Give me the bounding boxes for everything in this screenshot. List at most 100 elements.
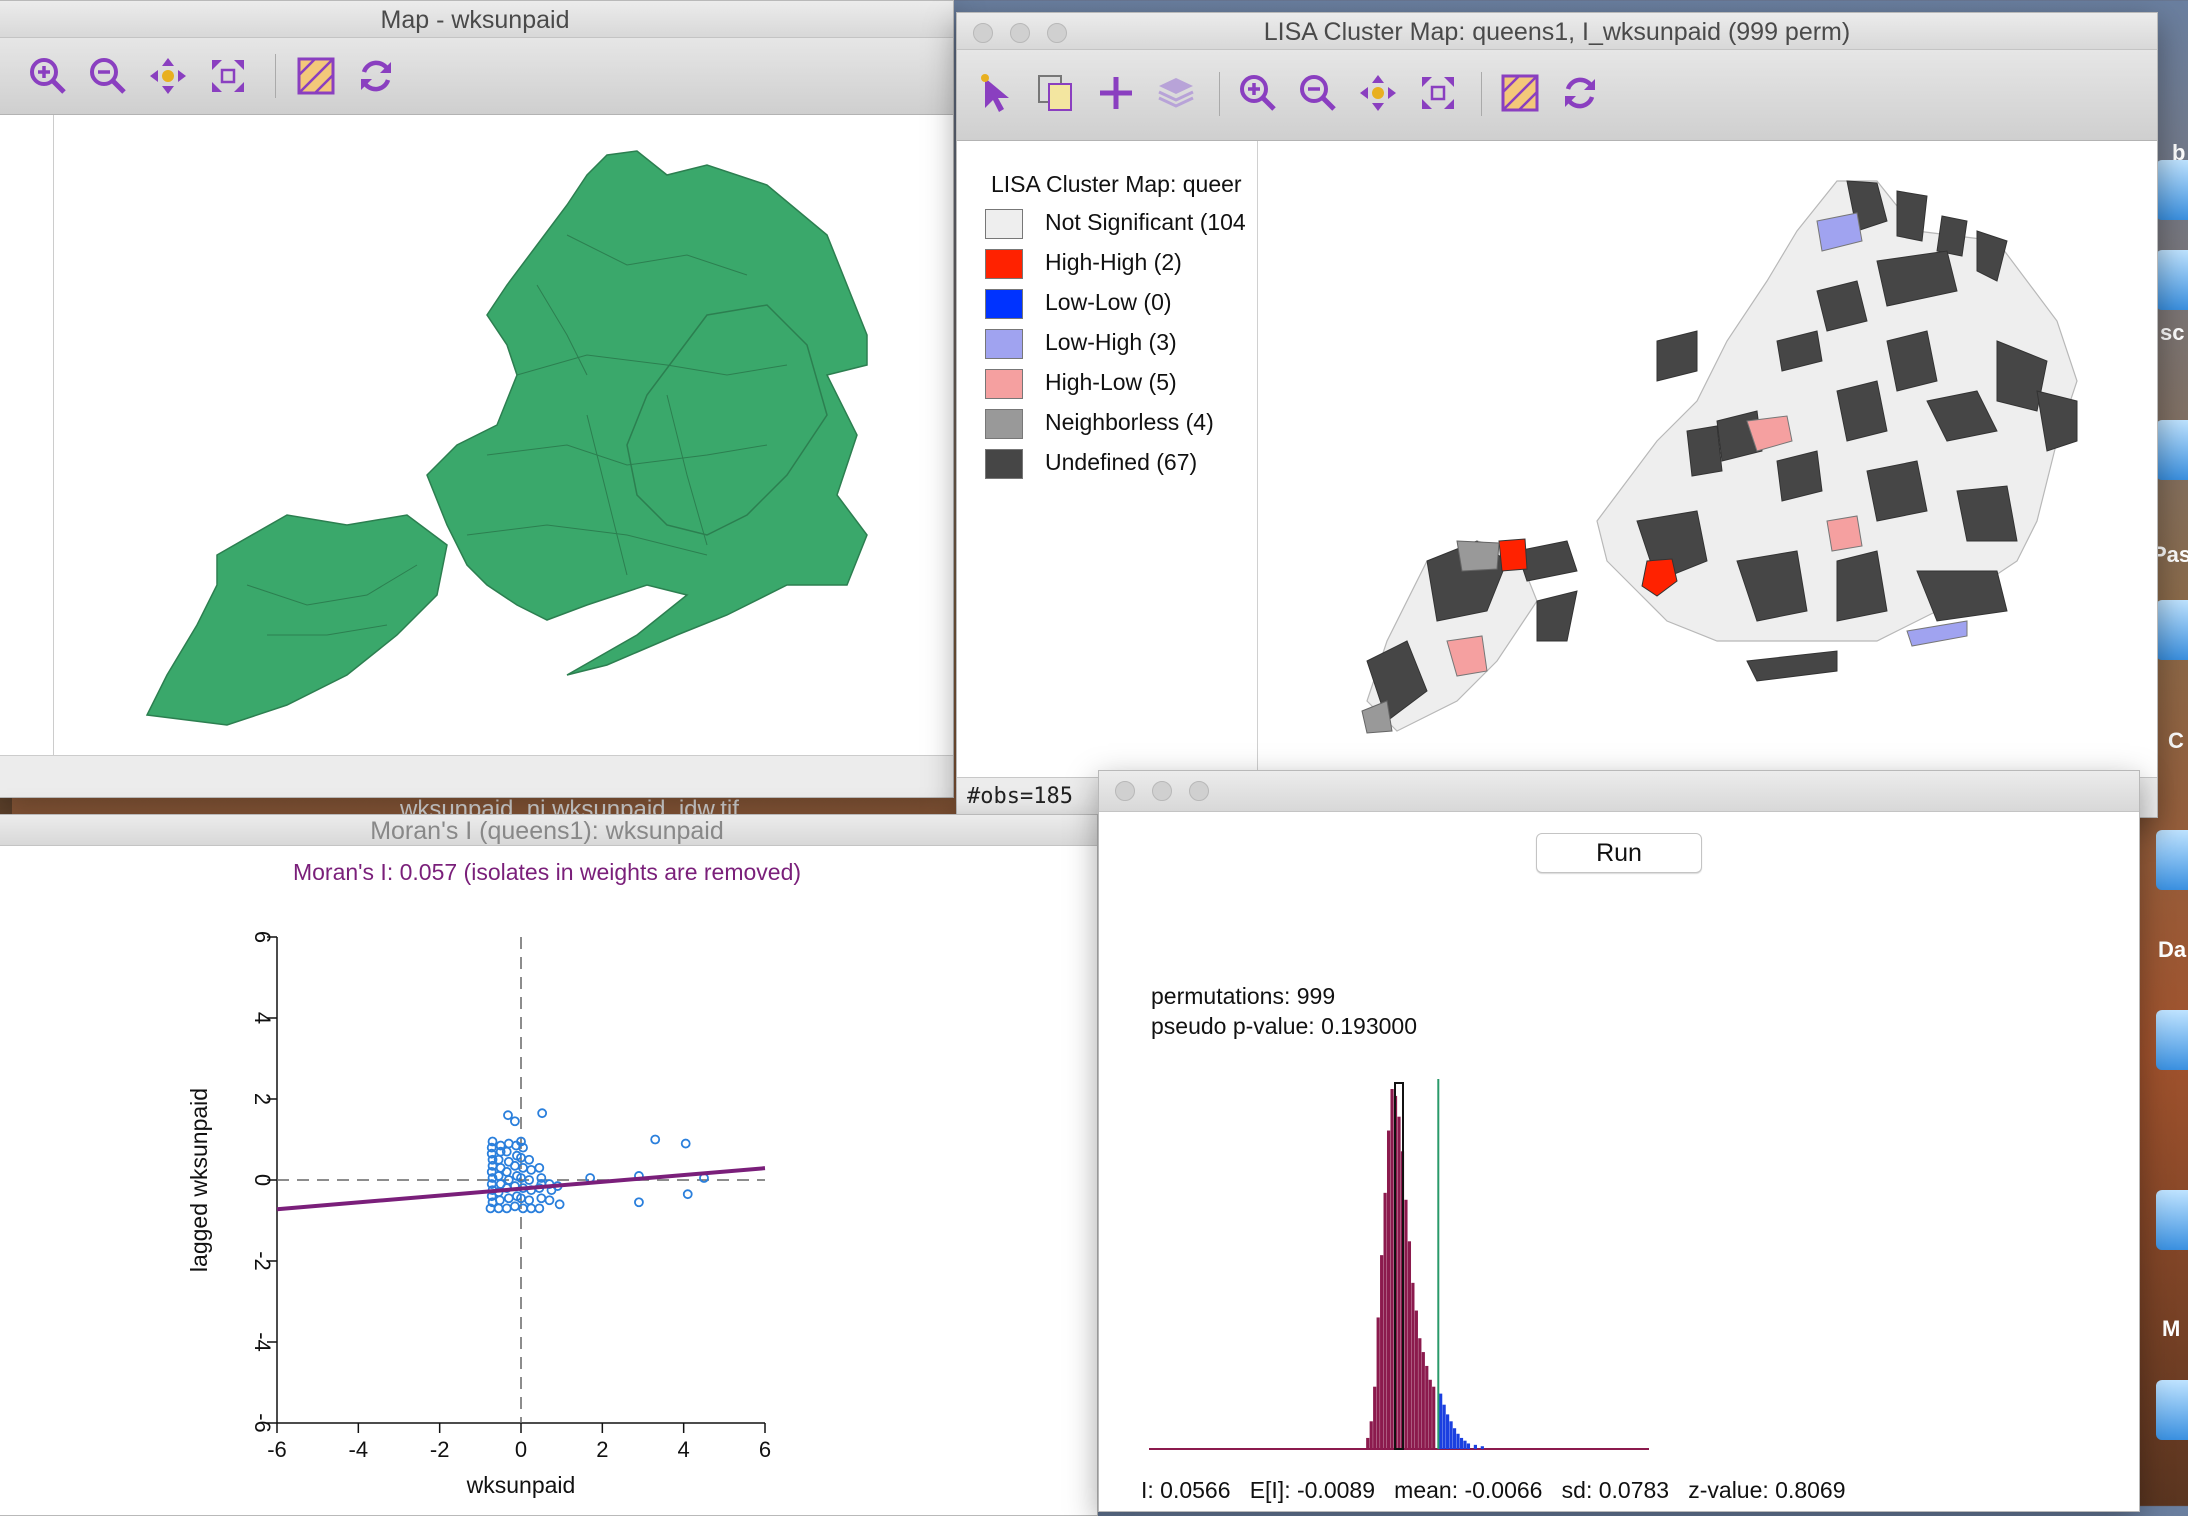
lisa-region-undefined (1366, 640, 1428, 722)
desktop-dock: b sc Pas C Da M (2138, 0, 2188, 1506)
y-tick-label: 2 (250, 1093, 275, 1105)
scatter-point (524, 1195, 535, 1206)
toolbar-separator (275, 54, 276, 98)
scatter-point (510, 1201, 520, 1212)
permutation-stats: I: 0.0566 E[I]: -0.0089 mean: -0.0066 sd… (1141, 1477, 1846, 1503)
map-window[interactable]: Map - wksunpaid (0, 0, 954, 798)
zoom-button[interactable] (1189, 781, 1209, 801)
pointer-icon[interactable] (975, 72, 1017, 114)
dock-folder-icon[interactable] (2156, 250, 2188, 310)
histogram-bar (1425, 1365, 1429, 1449)
lisa-region-undefined (1536, 590, 1578, 642)
layers-icon[interactable] (1155, 72, 1197, 114)
plus-icon[interactable] (1095, 72, 1137, 114)
lisa-region-high-high (1641, 558, 1678, 597)
perm-window-titlebar[interactable] (1099, 771, 2139, 812)
pan-icon[interactable] (147, 55, 189, 97)
map-canvas[interactable] (67, 115, 953, 755)
legend-swatch (985, 449, 1023, 479)
scatter-point (544, 1195, 555, 1206)
legend-swatch (985, 209, 1023, 239)
dock-label: Pas (2152, 542, 2188, 567)
copy-icon[interactable] (1035, 72, 1077, 114)
lisa-region-undefined (1816, 280, 1868, 332)
pseudo-p-value: pseudo p-value: 0.193000 (1151, 1013, 1417, 1039)
legend-label: High-Low (5) (1045, 369, 1177, 395)
scatter-point (534, 1162, 545, 1173)
minimize-button[interactable] (1010, 23, 1030, 43)
scatter-point (524, 1175, 535, 1185)
histogram-bar (1452, 1428, 1457, 1449)
moran-scatter-plot[interactable]: -6 -4 -2 0 2 4 6 -6 -4 -2 0 2 4 6 wksunpaid lagged wksu… (0, 851, 1097, 1511)
window-controls (973, 23, 1084, 48)
map-window-titlebar[interactable]: Map - wksunpaid (0, 1, 953, 38)
refresh-icon[interactable] (355, 55, 397, 97)
dock-folder-icon[interactable] (2156, 1010, 2188, 1070)
refresh-icon[interactable] (1559, 72, 1601, 114)
run-button[interactable]: Run (1536, 833, 1702, 873)
lisa-region-undefined (1746, 650, 1838, 682)
close-button[interactable] (1115, 781, 1135, 801)
zoom-in-icon[interactable] (1237, 72, 1279, 114)
dock-folder-icon[interactable] (2156, 160, 2188, 220)
permutation-window[interactable]: Run permutations: 999 pseudo p-value: 0.… (1098, 770, 2140, 1512)
lisa-map (1361, 180, 2078, 734)
map-window-title: Map - wksunpaid (380, 6, 570, 34)
zoom-out-icon[interactable] (1297, 72, 1339, 114)
close-button[interactable] (973, 23, 993, 43)
lisa-map-canvas[interactable] (1277, 141, 2157, 777)
scatter-point (486, 1148, 497, 1159)
zoom-button[interactable] (1047, 23, 1067, 43)
histogram-bar (1473, 1444, 1477, 1449)
y-tick-label: 0 (250, 1174, 275, 1186)
toolbar-separator (1481, 72, 1482, 116)
x-tick-label: 6 (759, 1437, 771, 1462)
pan-icon[interactable] (1357, 72, 1399, 114)
lisa-window-title: LISA Cluster Map: queens1, I_wksunpaid (… (1263, 18, 1851, 46)
dock-label: b (2172, 140, 2186, 165)
observations-count: #obs=185 p (967, 784, 1113, 809)
zoom-out-icon[interactable] (87, 55, 129, 97)
y-tick-label: -2 (250, 1251, 275, 1271)
histogram-bar (1418, 1338, 1422, 1449)
moran-scatter-window[interactable]: Moran's I (queens1): wksunpaid Moran's I… (0, 814, 1098, 1516)
scatter-point (486, 1166, 497, 1177)
lisa-region-high-high (1498, 538, 1528, 572)
zoom-in-icon[interactable] (27, 55, 69, 97)
select-icon[interactable] (295, 55, 337, 97)
y-tick-label: -4 (250, 1332, 275, 1352)
dock-folder-icon[interactable] (2156, 1380, 2188, 1440)
dock-folder-icon[interactable] (2156, 420, 2188, 480)
permutation-histogram (1149, 1079, 1649, 1450)
histogram-bar (1383, 1192, 1387, 1449)
dock-label: C (2168, 728, 2184, 753)
lisa-region-not-significant (1596, 180, 2078, 642)
legend-label: Not Significant (104 (1045, 209, 1246, 235)
moran-window-titlebar[interactable]: Moran's I (queens1): wksunpaid (0, 815, 1097, 846)
dock-folder-icon[interactable] (2156, 830, 2188, 890)
select-icon[interactable] (1499, 72, 1541, 114)
dock-folder-icon[interactable] (2156, 1190, 2188, 1250)
map-left-panel (0, 115, 54, 755)
lisa-region-high-low (1446, 635, 1488, 677)
histogram-bar (1373, 1386, 1377, 1449)
scatter-point (487, 1173, 498, 1183)
scatter-point (554, 1199, 565, 1210)
permutations-count: permutations: 999 (1151, 983, 1336, 1009)
lisa-region-low-high (1906, 620, 1968, 647)
fit-extent-icon[interactable] (1417, 72, 1459, 114)
window-controls (1115, 781, 1226, 806)
lisa-region-undefined (1916, 570, 2008, 622)
map-window-toolbar (0, 38, 953, 115)
legend-swatch (985, 409, 1023, 439)
dock-folder-icon[interactable] (2156, 600, 2188, 660)
y-axis-label: lagged wksunpaid (186, 1088, 212, 1272)
lisa-window-titlebar[interactable]: LISA Cluster Map: queens1, I_wksunpaid (… (957, 13, 2157, 50)
x-tick-label: -2 (430, 1437, 450, 1462)
regression-line (276, 1166, 766, 1212)
minimize-button[interactable] (1152, 781, 1172, 801)
lisa-cluster-window[interactable]: LISA Cluster Map: queens1, I_wksunpaid (… (956, 12, 2158, 818)
x-tick-label: 2 (596, 1437, 608, 1462)
fit-extent-icon[interactable] (207, 55, 249, 97)
histogram-bar (1390, 1089, 1394, 1449)
